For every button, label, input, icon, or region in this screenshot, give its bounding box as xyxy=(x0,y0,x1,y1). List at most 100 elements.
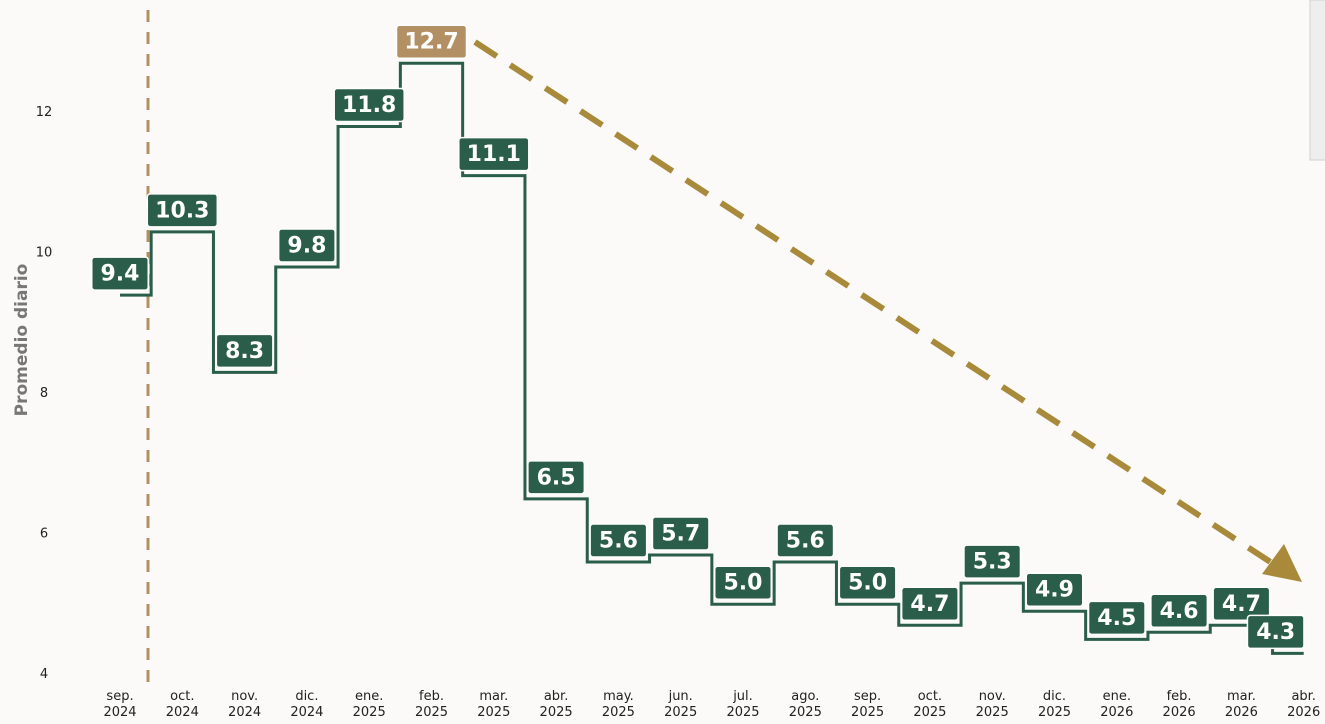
x-tick-label: sep. 2025 xyxy=(851,689,884,720)
value-label-box xyxy=(146,193,219,228)
value-label: 11.8 xyxy=(342,93,396,118)
y-axis-label: Promedio diario xyxy=(12,264,32,417)
y-tick-label: 10 xyxy=(36,245,53,260)
x-tick-year: 2024 xyxy=(103,705,136,720)
value-label-box xyxy=(1025,572,1084,607)
value-label: 4.7 xyxy=(1222,592,1261,617)
value-label: 10.3 xyxy=(155,198,209,223)
x-tick-year: 2026 xyxy=(1163,705,1196,720)
x-tick-year: 2024 xyxy=(290,705,323,720)
value-label-box xyxy=(651,516,710,551)
x-tick-year: 2025 xyxy=(1038,705,1071,720)
value-label-box xyxy=(963,544,1022,579)
value-label-box xyxy=(277,228,336,263)
x-tick-month: abr. xyxy=(544,689,569,704)
x-tick-label: feb. 2025 xyxy=(415,689,448,720)
x-tick-label: nov. 2024 xyxy=(228,689,261,720)
x-tick-label: oct. 2024 xyxy=(166,689,199,720)
x-tick-month: ene. xyxy=(1103,689,1131,704)
value-label-box xyxy=(776,523,835,558)
value-label-box xyxy=(333,87,405,123)
value-label-box xyxy=(1212,586,1271,622)
x-tick-month: dic. xyxy=(295,689,318,704)
x-tick-month: dic. xyxy=(1043,689,1066,704)
x-tick-year: 2025 xyxy=(415,705,448,720)
value-label: 4.3 xyxy=(1256,620,1295,645)
x-tick-month: mar. xyxy=(1227,689,1256,704)
x-tick-month: ene. xyxy=(355,689,383,704)
x-tick-month: jul. xyxy=(732,689,753,704)
x-tick-year: 2026 xyxy=(1225,705,1258,720)
x-tick-label: dic. 2025 xyxy=(1038,689,1071,720)
y-tick-label: 6 xyxy=(40,526,48,541)
x-tick-year: 2025 xyxy=(976,705,1009,720)
value-label: 8.3 xyxy=(225,339,264,364)
x-tick-label: sep. 2024 xyxy=(103,689,136,720)
value-label: 4.9 xyxy=(1035,578,1074,603)
x-tick-month: may. xyxy=(603,689,634,704)
x-tick-year: 2026 xyxy=(1100,705,1133,720)
x-tick-year: 2025 xyxy=(477,705,510,720)
value-label-box xyxy=(527,460,586,495)
x-tick-label: oct. 2025 xyxy=(913,689,946,720)
value-label-box xyxy=(395,24,468,59)
x-tick-label: jul. 2025 xyxy=(726,689,759,720)
value-label: 5.0 xyxy=(724,571,763,596)
value-label: 5.6 xyxy=(599,529,638,554)
x-tick-label: ago. 2025 xyxy=(789,689,822,720)
value-label: 11.1 xyxy=(467,142,521,167)
x-tick-year: 2025 xyxy=(851,705,884,720)
value-label: 9.4 xyxy=(101,262,140,287)
x-tick-label: ene. 2026 xyxy=(1100,689,1133,720)
x-tick-label: may. 2025 xyxy=(602,689,635,720)
x-tick-month: nov. xyxy=(231,689,258,704)
x-tick-month: feb. xyxy=(1167,689,1192,704)
value-label-box xyxy=(714,565,772,600)
x-tick-month: sep. xyxy=(854,689,881,704)
x-tick-year: 2025 xyxy=(540,705,573,720)
value-label-box xyxy=(1087,600,1146,636)
x-tick-month: mar. xyxy=(479,689,508,704)
x-tick-year: 2025 xyxy=(789,705,822,720)
value-label: 12.7 xyxy=(404,30,458,55)
y-tick-label: 8 xyxy=(40,386,48,401)
x-tick-month: nov. xyxy=(979,689,1006,704)
value-label: 6.5 xyxy=(537,465,576,490)
x-tick-month: oct. xyxy=(170,689,194,704)
x-tick-label: dic. 2024 xyxy=(290,689,323,720)
x-tick-year: 2026 xyxy=(1287,705,1320,720)
x-tick-year: 2024 xyxy=(166,705,199,720)
value-label-box xyxy=(838,565,897,600)
x-tick-month: feb. xyxy=(419,689,444,704)
value-label-box xyxy=(91,256,149,291)
x-tick-month: jun. xyxy=(668,689,693,704)
x-tick-label: abr. 2026 xyxy=(1287,689,1320,720)
x-tick-label: ene. 2025 xyxy=(353,689,386,720)
value-label-box xyxy=(589,523,648,558)
value-label-box xyxy=(215,333,274,369)
x-tick-year: 2025 xyxy=(602,705,635,720)
value-label-box xyxy=(458,136,530,172)
x-tick-year: 2025 xyxy=(913,705,946,720)
x-tick-month: oct. xyxy=(918,689,942,704)
trend-arrow xyxy=(473,39,1277,568)
x-tick-year: 2025 xyxy=(726,705,759,720)
value-label: 5.0 xyxy=(848,571,887,596)
value-label: 5.3 xyxy=(973,550,1012,575)
trend-arrow-head xyxy=(1262,544,1302,582)
x-tick-label: abr. 2025 xyxy=(540,689,573,720)
x-tick-month: abr. xyxy=(1291,689,1316,704)
x-tick-year: 2025 xyxy=(353,705,386,720)
value-label-box xyxy=(1150,593,1209,629)
x-tick-label: jun. 2025 xyxy=(664,689,697,720)
value-label-box xyxy=(1246,614,1305,650)
x-tick-label: mar. 2025 xyxy=(477,689,510,720)
x-tick-year: 2024 xyxy=(228,705,261,720)
x-tick-label: mar. 2026 xyxy=(1225,689,1258,720)
step-line xyxy=(120,61,1304,655)
value-label: 4.6 xyxy=(1160,599,1199,624)
x-tick-month: sep. xyxy=(106,689,133,704)
value-label: 9.8 xyxy=(287,233,326,258)
